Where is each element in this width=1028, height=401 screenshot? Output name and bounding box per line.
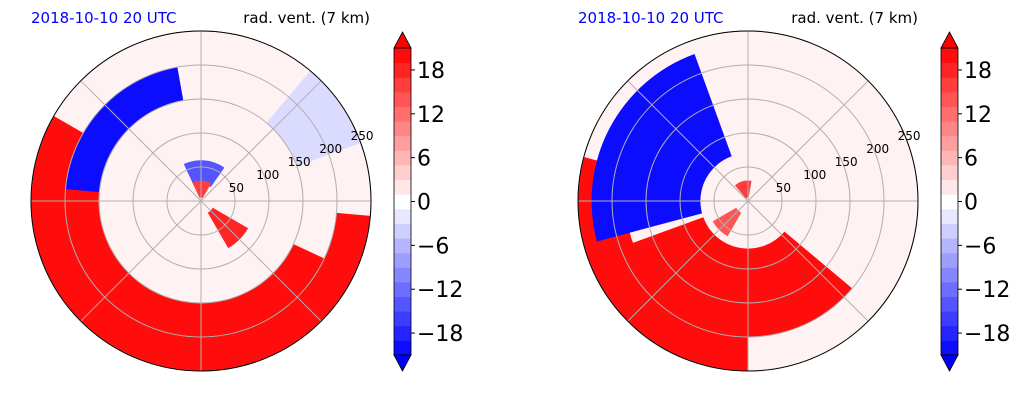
radial-tick-label-200: 200 — [866, 142, 889, 156]
colorbar-segment-5 — [394, 267, 411, 283]
colorbar-segment-6 — [941, 252, 958, 268]
colorbar-tick-label-6: −18 — [417, 322, 463, 347]
polar-frame — [577, 30, 919, 372]
radial-tick-label-50: 50 — [229, 181, 244, 195]
radial-tick-label-200: 200 — [319, 142, 342, 156]
radial-tick-label-100: 100 — [803, 168, 826, 182]
colorbar-segment-2 — [394, 311, 411, 327]
colorbar-segment-8 — [394, 223, 411, 239]
colorbar-segment-19 — [394, 62, 411, 78]
colorbar-segment-8 — [941, 223, 958, 239]
angular-gridline-315 — [747, 200, 869, 322]
field-region-3 — [183, 160, 225, 188]
panel-left-field-title: rad. vent. (7 km) — [243, 9, 370, 27]
colorbar-segment-18 — [394, 77, 411, 93]
colorbar-segment-16 — [394, 106, 411, 122]
colorbar-segment-19 — [941, 62, 958, 78]
colorbar-tick-label-2: 6 — [964, 147, 978, 172]
colorbar-tick-label-1: 12 — [417, 103, 445, 128]
colorbar-segment-10 — [394, 194, 411, 210]
colorbar-segment-6 — [394, 252, 411, 268]
angular-gridline-315 — [200, 200, 322, 322]
panel-right-time-title: 2018-10-10 20 UTC — [578, 9, 724, 27]
colorbar-segment-15 — [941, 121, 958, 137]
polar-frame — [30, 30, 372, 372]
field-region-6 — [266, 70, 361, 167]
colorbar-segment-13 — [394, 150, 411, 166]
polar-plot-left: 50 100 150 200 250 — [30, 30, 374, 372]
panel-left-time-title: 2018-10-10 20 UTC — [31, 9, 177, 27]
colorbar-tick-label-0: 18 — [964, 59, 992, 84]
colorbar-segment-11 — [941, 179, 958, 195]
colorbar-segment-7 — [394, 238, 411, 254]
colorbar-extend-max — [393, 31, 412, 49]
colorbar-tick-label-5: −12 — [964, 278, 1010, 303]
colorbar-segment-9 — [941, 208, 958, 224]
colorbar-tick-label-4: −6 — [417, 234, 449, 259]
colorbar-left: 18 12 6 0 −6 −12 −18 — [393, 31, 463, 372]
field-region-2 — [65, 67, 184, 193]
colorbar-tick-label-1: 12 — [964, 103, 992, 128]
field-region-4 — [734, 180, 752, 199]
colorbar-extend-min — [393, 354, 412, 372]
colorbar-segment-11 — [394, 179, 411, 195]
colorbar-tick-label-3: 0 — [964, 191, 978, 216]
colorbar-segment-10 — [941, 194, 958, 210]
radial-tick-label-150: 150 — [835, 155, 858, 169]
colorbar-segment-3 — [941, 296, 958, 312]
colorbar-segment-0 — [394, 340, 411, 356]
colorbar-tick-label-6: −18 — [964, 322, 1010, 347]
panel-right: 2018-10-10 20 UTC rad. vent. (7 km) 50 10… — [577, 9, 1010, 372]
colorbar-segment-3 — [394, 296, 411, 312]
radial-tick-label-250: 250 — [898, 129, 921, 143]
colorbar-extend-min — [940, 354, 959, 372]
angular-gridline-45 — [747, 80, 869, 202]
colorbar-segment-18 — [941, 77, 958, 93]
radial-tick-label-100: 100 — [256, 168, 279, 182]
colorbar-tick-label-0: 18 — [417, 59, 445, 84]
angular-gridline-45 — [200, 80, 322, 202]
field-region-1 — [65, 177, 325, 337]
colorbar-segment-7 — [941, 238, 958, 254]
colorbar-segment-1 — [941, 325, 958, 341]
panel-right-field-title: rad. vent. (7 km) — [791, 9, 918, 27]
colorbar-tick-label-3: 0 — [417, 191, 431, 216]
colorbar-segment-13 — [941, 150, 958, 166]
colorbar-segment-17 — [941, 91, 958, 107]
colorbar-segment-20 — [941, 48, 958, 64]
colorbar-segment-17 — [394, 91, 411, 107]
colorbar-segment-4 — [941, 281, 958, 298]
colorbar-tick-label-2: 6 — [417, 147, 431, 172]
colorbar-segment-12 — [941, 164, 958, 181]
angular-gridline-135 — [80, 80, 202, 202]
colorbar-segment-4 — [394, 281, 411, 298]
polar-plot-right: 50 100 150 200 250 — [577, 30, 921, 372]
colorbar-segment-14 — [941, 135, 958, 151]
angular-gridline-135 — [627, 80, 749, 202]
colorbar-extend-max — [940, 31, 959, 49]
angular-gridline-225 — [80, 200, 202, 322]
colorbar-segment-0 — [941, 340, 958, 356]
field-region-4 — [192, 180, 212, 199]
colorbar-segment-5 — [941, 267, 958, 283]
radial-tick-label-50: 50 — [776, 181, 791, 195]
colorbar-segment-16 — [941, 106, 958, 122]
colorbar-tick-label-4: −6 — [964, 234, 996, 259]
panel-left: 2018-10-10 20 UTC rad. vent. (7 km) 50 10… — [30, 9, 463, 372]
colorbar-segment-1 — [394, 325, 411, 341]
field-region-2 — [591, 54, 732, 242]
colorbar-segment-2 — [941, 311, 958, 327]
radial-tick-label-250: 250 — [351, 129, 374, 143]
colorbar-segment-12 — [394, 164, 411, 181]
colorbar-tick-label-5: −12 — [417, 278, 463, 303]
colorbar-segment-20 — [394, 48, 411, 64]
angular-gridline-225 — [627, 200, 749, 322]
colorbar-right: 18 12 6 0 −6 −12 −18 — [940, 31, 1010, 372]
radial-tick-label-150: 150 — [288, 155, 311, 169]
colorbar-segment-9 — [394, 208, 411, 224]
colorbar-segment-15 — [394, 121, 411, 137]
colorbar-segment-14 — [394, 135, 411, 151]
